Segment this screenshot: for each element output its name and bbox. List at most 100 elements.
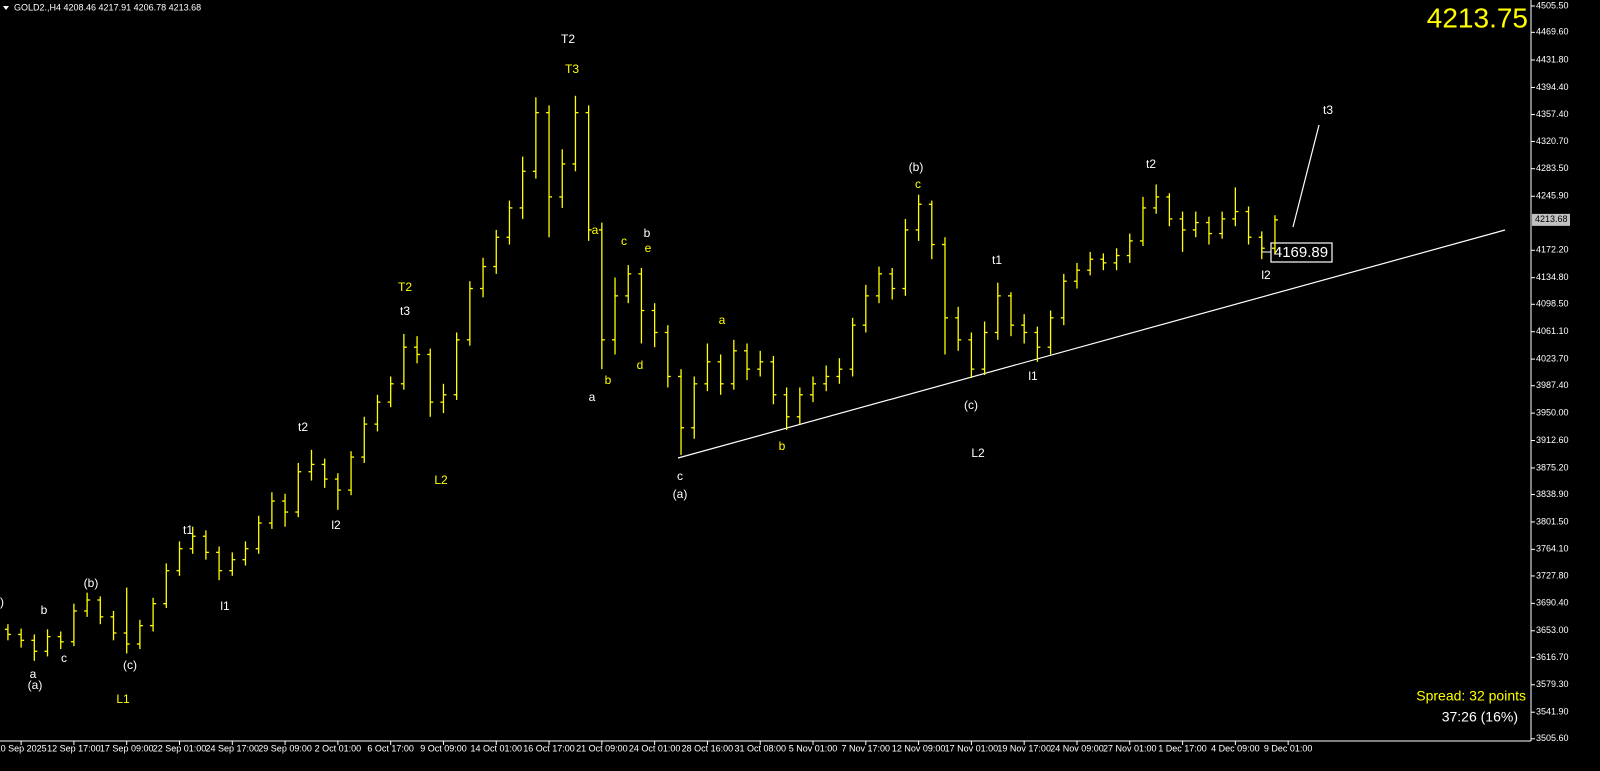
last-price-box [1532, 213, 1570, 226]
y-tick-label: 3764.10 [1536, 544, 1569, 554]
y-tick-label: 4023.70 [1536, 353, 1569, 363]
y-tick-label: 4061.10 [1536, 326, 1569, 336]
x-tick-label: 24 Oct 01:00 [629, 743, 681, 753]
wave-label: l1 [220, 599, 230, 613]
y-tick-label: 4357.40 [1536, 109, 1569, 119]
wave-label: c [621, 234, 627, 248]
wave-label: t3 [1323, 103, 1333, 117]
x-tick-label: 24 Nov 09:00 [1050, 743, 1104, 753]
y-tick-label: 4505.50 [1536, 0, 1569, 10]
y-tick-label: 4394.40 [1536, 82, 1569, 92]
wave-label: l2 [331, 518, 341, 532]
bid-price: 4213.75 [1427, 2, 1528, 33]
x-tick-label: 9 Dec 01:00 [1264, 743, 1313, 753]
wave-label: t1 [183, 523, 193, 537]
x-tick-label: 28 Oct 16:00 [682, 743, 734, 753]
wave-label: T2 [561, 32, 575, 46]
wave-label: b [644, 226, 651, 240]
y-tick-label: 3838.90 [1536, 489, 1569, 499]
x-tick-label: 2 Oct 01:00 [315, 743, 362, 753]
wave-label: l2 [1261, 268, 1271, 282]
wave-label: b [41, 603, 48, 617]
y-tick-label: 4320.70 [1536, 136, 1569, 146]
level-box [1270, 242, 1333, 263]
wave-label: a [30, 667, 37, 681]
y-tick-label: 3801.50 [1536, 516, 1569, 526]
y-tick-label: 4134.80 [1536, 272, 1569, 282]
wave-label: c [677, 469, 683, 483]
y-tick-label: 3987.40 [1536, 380, 1569, 390]
wave-label: T3 [565, 62, 579, 76]
wave-label: L1 [116, 692, 130, 706]
wave-label: (b) [909, 160, 924, 174]
y-tick-label: 3541.90 [1536, 707, 1569, 717]
x-tick-label: 4 Dec 09:00 [1211, 743, 1260, 753]
wave-label: L2 [434, 473, 448, 487]
x-tick-label: 31 Oct 08:00 [734, 743, 786, 753]
wave-label: c [915, 177, 921, 191]
wave-label: ) [0, 595, 4, 609]
x-tick-label: 17 Nov 01:00 [945, 743, 999, 753]
x-tick-label: 14 Oct 01:00 [470, 743, 522, 753]
symbol-header: GOLD2.,H4 4208.46 4217.91 4206.78 4213.6… [14, 2, 201, 12]
wave-label: c [61, 651, 67, 665]
trend-line [677, 229, 1506, 459]
wave-label: t1 [992, 253, 1002, 267]
menu-arrow[interactable] [3, 6, 9, 10]
y-tick-label: 3616.70 [1536, 652, 1569, 662]
y-tick-label: 3505.60 [1536, 733, 1569, 743]
last-price-label: 4213.68 [1535, 214, 1568, 224]
x-tick-label: 9 Oct 09:00 [420, 743, 467, 753]
bars [4, 95, 1278, 661]
wave-label: L2 [971, 446, 985, 460]
y-tick-label: 4245.90 [1536, 191, 1569, 201]
y-tick-label: 4172.20 [1536, 245, 1569, 255]
y-tick-label: 4283.50 [1536, 163, 1569, 173]
y-tick-label: 3690.40 [1536, 598, 1569, 608]
wave-label: t2 [1146, 157, 1156, 171]
y-tick-label: 3727.80 [1536, 570, 1569, 580]
x-tick-label: 10 Sep 2025 [0, 743, 47, 753]
y-tick-label: 4469.60 [1536, 27, 1569, 37]
wave-label: (b) [84, 576, 99, 590]
x-tick-label: 12 Nov 09:00 [892, 743, 946, 753]
x-tick-label: 6 Oct 17:00 [367, 743, 414, 753]
y-tick-label: 4098.50 [1536, 299, 1569, 309]
x-tick-label: 16 Oct 17:00 [523, 743, 575, 753]
wave-label: a [592, 223, 599, 237]
x-tick-label: 22 Sep 01:00 [153, 743, 207, 753]
wave-label: t2 [298, 420, 308, 434]
wave-label: b [779, 439, 786, 453]
x-tick-label: 24 Sep 17:00 [206, 743, 260, 753]
x-tick-label: 29 Sep 09:00 [258, 743, 312, 753]
y-tick-label: 3912.60 [1536, 435, 1569, 445]
spread: Spread: 32 points [1416, 688, 1526, 704]
y-tick-label: 4431.80 [1536, 54, 1569, 64]
x-tick-label: 27 Nov 01:00 [1103, 743, 1157, 753]
y-tick-label: 3875.20 [1536, 462, 1569, 472]
x-tick-label: 12 Sep 17:00 [47, 743, 101, 753]
wave-label: (a) [673, 487, 688, 501]
x-tick-label: 1 Dec 17:00 [1158, 743, 1207, 753]
wave-label: t3 [400, 304, 410, 318]
wave-label: (c) [964, 398, 978, 412]
y-tick-label: 3579.30 [1536, 679, 1569, 689]
x-tick-label: 17 Sep 09:00 [100, 743, 154, 753]
level-label: 4169.89 [1274, 244, 1328, 261]
wave-label: (a) [28, 678, 43, 692]
x-tick-label: 19 Nov 17:00 [997, 743, 1051, 753]
y-tick-label: 3950.00 [1536, 407, 1569, 417]
y-tick-label: 3653.00 [1536, 625, 1569, 635]
wave-label: b [605, 373, 612, 387]
x-tick-label: 21 Oct 09:00 [576, 743, 628, 753]
bar-timer: 37:26 (16%) [1442, 709, 1518, 725]
wave-label: T2 [398, 280, 412, 294]
wave-label: l1 [1028, 369, 1038, 383]
wave-label: a [589, 390, 596, 404]
wave-label: e [645, 241, 652, 255]
x-tick-label: 5 Nov 01:00 [789, 743, 838, 753]
wave-label: (c) [123, 658, 137, 672]
